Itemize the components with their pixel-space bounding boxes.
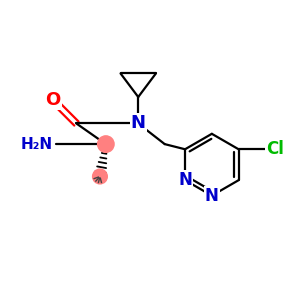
Text: O: O — [45, 91, 61, 109]
Text: N: N — [205, 187, 219, 205]
Text: H₂N: H₂N — [21, 136, 53, 152]
Text: Cl: Cl — [266, 140, 284, 158]
Circle shape — [93, 169, 107, 184]
Text: N: N — [178, 171, 192, 189]
Text: N: N — [131, 115, 146, 133]
Circle shape — [98, 136, 114, 152]
